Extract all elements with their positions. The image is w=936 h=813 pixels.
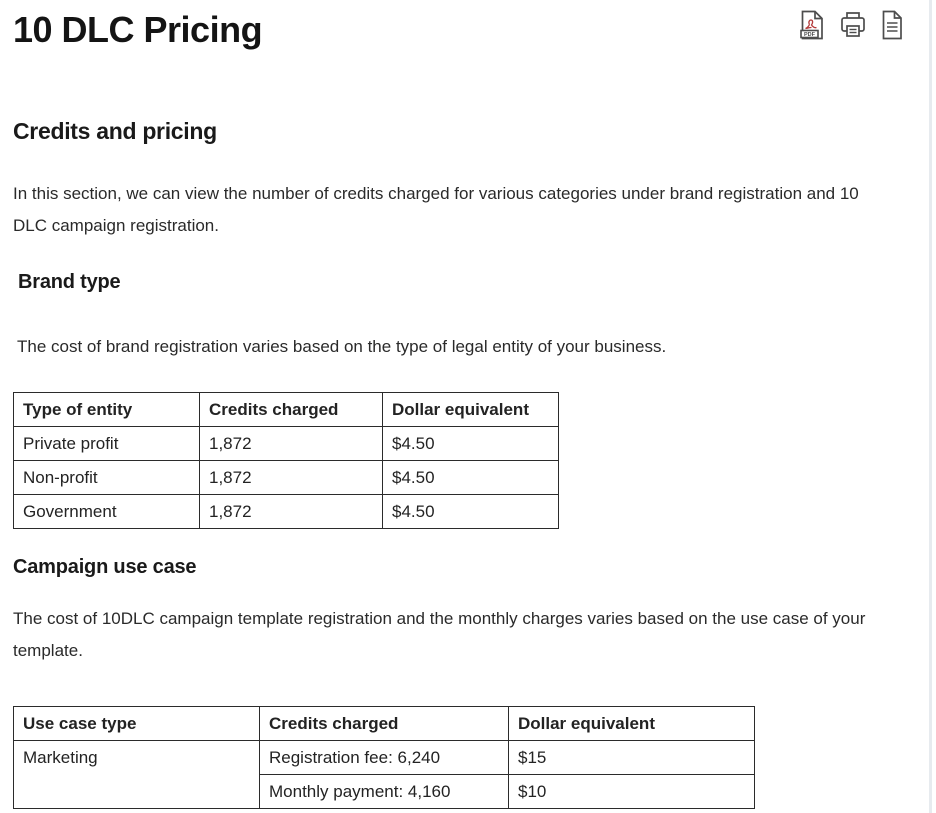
- cell-use-case: Marketing: [13, 740, 260, 809]
- svg-text:PDF: PDF: [804, 32, 816, 38]
- cell-dollar: $15: [508, 740, 755, 775]
- cell-credits: Monthly payment: 4,160: [259, 774, 509, 809]
- cell-dollar: $4.50: [382, 494, 559, 529]
- scrollbar-track[interactable]: [929, 0, 932, 813]
- cell-entity: Non-profit: [13, 460, 200, 495]
- cell-entity: Private profit: [13, 426, 200, 461]
- credits-and-pricing-heading: Credits and pricing: [13, 118, 217, 144]
- table-row: Marketing Registration fee: 6,240 $15: [13, 740, 755, 809]
- cell-credits: 1,872: [199, 426, 383, 461]
- table-row: Monthly payment: 4,160 $10: [14, 774, 755, 809]
- print-icon: [839, 10, 867, 40]
- table-header-row: Type of entity Credits charged Dollar eq…: [13, 392, 559, 427]
- campaign-use-case-heading: Campaign use case: [13, 556, 197, 578]
- brand-type-table: Type of entity Credits charged Dollar eq…: [13, 392, 559, 529]
- pdf-download-button[interactable]: PDF: [798, 10, 826, 40]
- column-header-credits: Credits charged: [259, 706, 509, 741]
- document-view-button[interactable]: [880, 10, 908, 40]
- column-header-dollar: Dollar equivalent: [508, 706, 755, 741]
- cell-dollar: $10: [508, 774, 755, 809]
- cell-entity: Government: [13, 494, 200, 529]
- document-icon: [880, 10, 908, 40]
- cell-dollar: $4.50: [382, 460, 559, 495]
- column-header-dollar: Dollar equivalent: [382, 392, 559, 427]
- cell-credits: 1,872: [199, 460, 383, 495]
- page-title: 10 DLC Pricing: [13, 9, 263, 50]
- brand-type-heading: Brand type: [18, 271, 121, 293]
- print-button[interactable]: [839, 10, 867, 40]
- pdf-download-icon: PDF: [798, 10, 826, 40]
- campaign-intro-text: The cost of 10DLC campaign template regi…: [13, 609, 866, 660]
- column-header-use-case: Use case type: [13, 706, 260, 741]
- table-header-row: Use case type Credits charged Dollar equ…: [13, 706, 755, 741]
- cell-credits: 1,872: [199, 494, 383, 529]
- credits-intro-text: In this section, we can view the number …: [13, 184, 859, 235]
- table-row: Government 1,872 $4.50: [13, 494, 559, 529]
- page-actions-toolbar: PDF: [798, 10, 908, 40]
- column-header-entity: Type of entity: [13, 392, 200, 427]
- table-row: Non-profit 1,872 $4.50: [13, 460, 559, 495]
- column-header-credits: Credits charged: [199, 392, 383, 427]
- table-row: Private profit 1,872 $4.50: [13, 426, 559, 461]
- brand-type-intro-text: The cost of brand registration varies ba…: [17, 337, 667, 356]
- cell-credits: Registration fee: 6,240: [259, 740, 509, 775]
- campaign-use-case-table: Use case type Credits charged Dollar equ…: [13, 706, 755, 809]
- cell-dollar: $4.50: [382, 426, 559, 461]
